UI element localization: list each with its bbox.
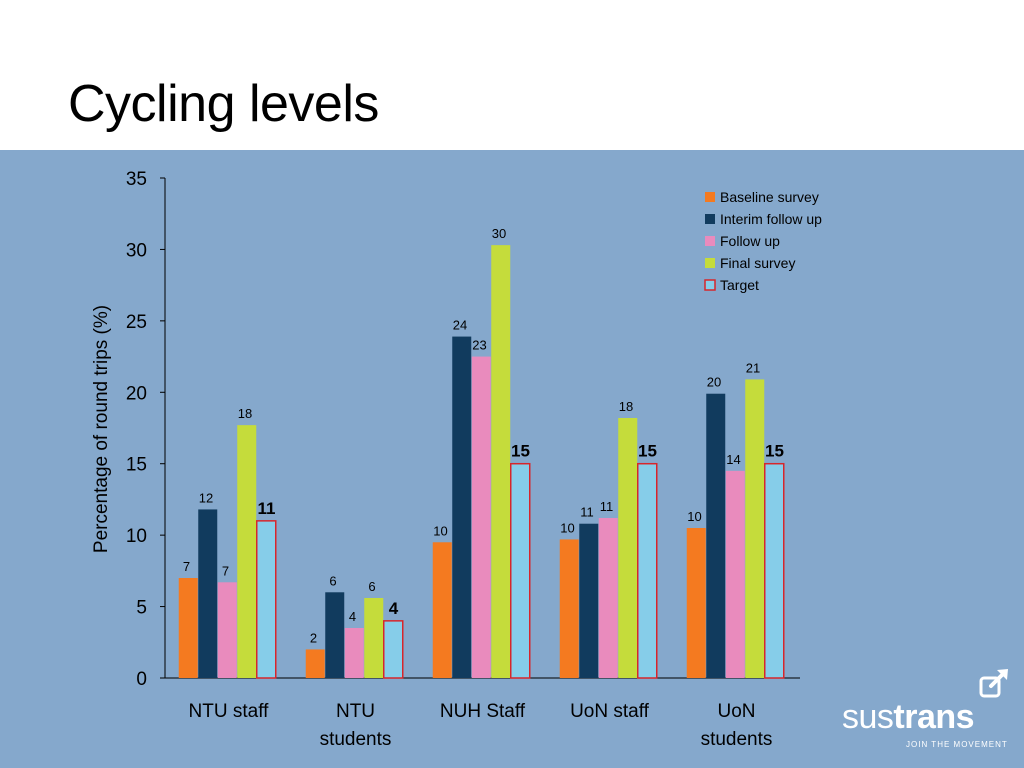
data-label: 12 — [199, 490, 213, 505]
bar-follow-up — [217, 582, 237, 678]
bar-follow-up — [598, 518, 618, 678]
data-label: 21 — [746, 360, 760, 375]
x-tick-label: students — [320, 729, 392, 750]
bar-target — [510, 462, 531, 679]
y-tick-label: 0 — [136, 669, 147, 690]
bar-baseline-survey — [432, 542, 452, 678]
data-label: 18 — [619, 399, 633, 414]
bar-baseline-survey — [178, 578, 198, 678]
bar-baseline-survey — [559, 539, 579, 678]
x-tick-label: UoN — [717, 701, 755, 722]
bar-interim-follow-up — [198, 509, 218, 678]
bar-final-survey — [364, 598, 384, 678]
y-axis-title: Percentage of round trips (%) — [91, 305, 112, 553]
logo-tagline: JOIN THE MOVEMENT — [906, 740, 1008, 749]
legend-label: Interim follow up — [720, 211, 822, 227]
data-label: 4 — [349, 609, 356, 624]
data-label: 23 — [472, 338, 486, 353]
data-label: 2 — [310, 630, 317, 645]
y-tick-label: 25 — [126, 312, 147, 333]
data-label: 11 — [258, 499, 276, 518]
bar-final-survey — [491, 245, 511, 678]
data-label: 6 — [368, 579, 375, 594]
legend-label: Follow up — [720, 233, 780, 249]
data-label: 15 — [638, 442, 657, 461]
bar-target — [256, 520, 277, 679]
legend-swatch — [705, 236, 715, 246]
legend-label: Target — [720, 277, 759, 293]
data-label: 15 — [511, 442, 530, 461]
legend-label: Baseline survey — [720, 189, 819, 205]
legend-label: Final survey — [720, 255, 795, 271]
logo-word-bold: trans — [893, 698, 975, 736]
bar-interim-follow-up — [452, 336, 472, 678]
content-panel: 0 5 10 15 20 25 30 35 Percentage of round trips … — [0, 150, 1024, 768]
bar-follow-up — [344, 628, 364, 678]
data-label: 18 — [238, 406, 252, 421]
bar-follow-up — [471, 356, 491, 678]
data-label: 7 — [222, 563, 229, 578]
share-arrow-icon — [979, 669, 1008, 698]
data-label: 6 — [329, 573, 336, 588]
data-label: 7 — [183, 559, 190, 574]
sustrans-logo: sustrans JOIN THE MOVEMENT — [842, 660, 1014, 752]
bar-interim-follow-up — [706, 393, 726, 678]
bar-final-survey — [618, 418, 638, 678]
slide-title: Cycling levels — [68, 75, 379, 133]
x-tick-label: students — [701, 729, 773, 750]
logo-wordmark: sustrans — [842, 698, 975, 737]
legend-swatch — [705, 214, 715, 224]
bar-follow-up — [725, 470, 745, 678]
data-label: 10 — [560, 520, 574, 535]
data-label: 20 — [707, 375, 721, 390]
bar-target — [637, 462, 658, 679]
logo-word-light: sus — [842, 698, 894, 736]
bar-chart: 0 5 10 15 20 25 30 35 Percentage of round trips … — [91, 169, 822, 750]
x-tick-label: UoN staff — [570, 701, 650, 722]
legend-swatch — [704, 279, 716, 291]
legend-swatch — [705, 192, 715, 202]
y-tick-label: 10 — [126, 526, 147, 547]
legend-swatch — [705, 258, 715, 268]
data-label: 15 — [765, 442, 784, 461]
y-tick-label: 35 — [126, 169, 147, 190]
bar-baseline-survey — [686, 528, 706, 678]
y-tick-label: 15 — [126, 455, 147, 476]
data-label: 11 — [580, 505, 594, 520]
bar-interim-follow-up — [579, 523, 599, 678]
y-tick-label: 30 — [126, 240, 147, 261]
data-label: 4 — [389, 599, 399, 618]
bar-final-survey — [237, 425, 257, 678]
x-tick-label: NUH Staff — [440, 701, 526, 722]
bar-final-survey — [745, 379, 765, 678]
bar-target — [764, 462, 785, 679]
bar-target — [383, 620, 404, 679]
bar-interim-follow-up — [325, 592, 345, 678]
bar-baseline-survey — [305, 649, 325, 678]
y-tick-label: 20 — [126, 383, 147, 404]
data-label: 11 — [600, 499, 614, 514]
data-label: 10 — [687, 509, 701, 524]
data-label: 30 — [492, 226, 506, 241]
data-label: 10 — [433, 523, 447, 538]
x-tick-label: NTU — [336, 701, 375, 722]
data-label: 14 — [726, 452, 740, 467]
data-label: 24 — [453, 318, 467, 333]
x-tick-label: NTU staff — [189, 701, 270, 722]
y-tick-label: 5 — [136, 598, 147, 619]
